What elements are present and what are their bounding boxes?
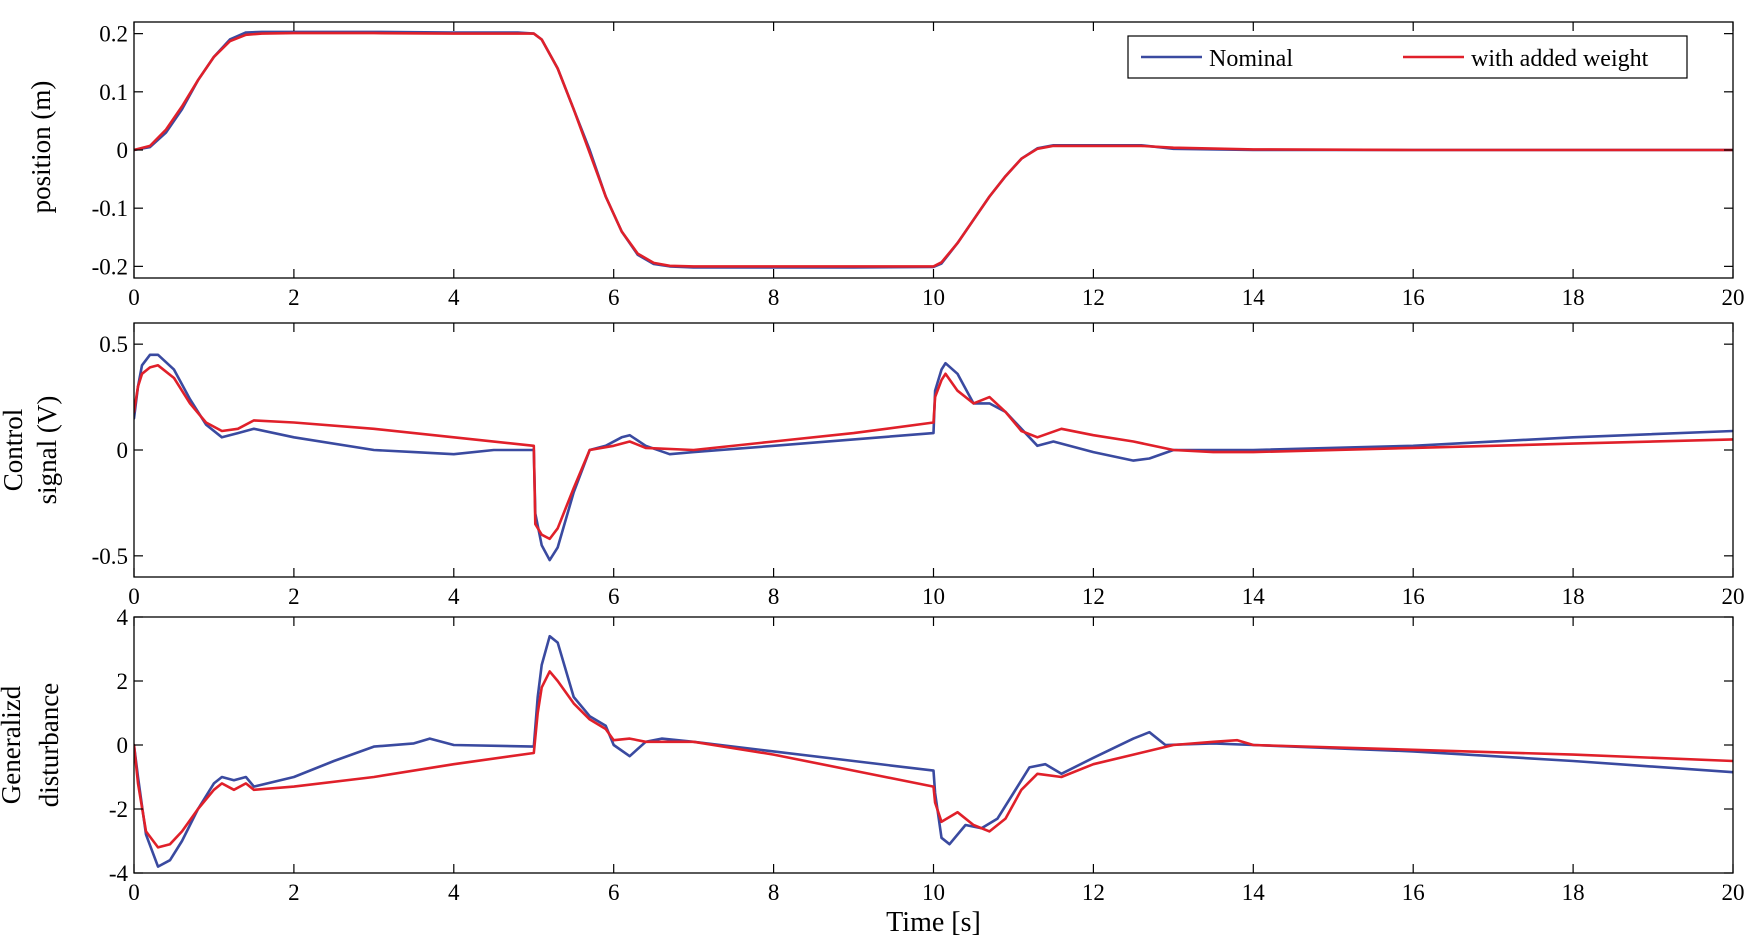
x-tick-label: 6: [608, 584, 620, 609]
disturbance-panel: 0 2 4 6 8 10 12 14 16 18 20 -4 -2 0 2 4 Generalizd distur…: [0, 605, 1745, 938]
x-tick-label: 4: [448, 584, 460, 609]
x-tick-label: 16: [1402, 285, 1425, 310]
x-tick-label: 0: [128, 880, 140, 905]
y-axis-label: disturbance: [34, 683, 64, 807]
x-tick-label: 20: [1722, 584, 1745, 609]
series-line-added-weight: [134, 363, 1733, 541]
x-tick-label: 18: [1562, 880, 1585, 905]
x-tick-label: 14: [1242, 880, 1266, 905]
y-tick-label: 0: [117, 733, 129, 758]
x-tick-label: 12: [1082, 285, 1105, 310]
y-tick-label: -0.1: [92, 196, 128, 221]
y-tick-label: 0.1: [99, 80, 128, 105]
y-tick-label: -4: [109, 861, 129, 886]
x-tick-label: 12: [1082, 880, 1105, 905]
x-tick-label: 2: [288, 584, 300, 609]
x-tick-label: 10: [922, 880, 945, 905]
x-tick-label: 10: [922, 584, 945, 609]
x-tick-label: 14: [1242, 285, 1266, 310]
series-line-nominal: [134, 634, 1733, 868]
x-tick-label: 10: [922, 285, 945, 310]
x-axis-label: Time [s]: [886, 907, 981, 938]
y-tick-label: -0.2: [92, 254, 128, 279]
x-tick-label: 16: [1402, 880, 1425, 905]
legend: Nominal with added weight: [1127, 35, 1688, 79]
x-tick-label: 6: [608, 285, 620, 310]
y-tick-label: 4: [117, 605, 129, 630]
y-axis-label: position (m): [26, 81, 56, 214]
x-tick-label: 0: [128, 285, 140, 310]
x-tick-label: 8: [768, 285, 780, 310]
y-axis-label: signal (V): [32, 396, 62, 505]
series-line-added-weight: [134, 31, 1733, 268]
x-tick-label: 18: [1562, 285, 1585, 310]
x-tick-label: 4: [448, 880, 460, 905]
y-tick-label: 0: [117, 138, 129, 163]
x-tick-label: 12: [1082, 584, 1105, 609]
axes-frame: [133, 616, 1734, 874]
y-axis-label: Control: [0, 409, 28, 492]
y-tick-label: -0.5: [92, 544, 128, 569]
y-tick-label: 0.5: [99, 332, 128, 357]
x-tick-label: 0: [128, 584, 140, 609]
legend-label: Nominal: [1209, 46, 1293, 72]
position-panel: 0 2 4 6 8 10 12 14 16 18 20 -0.2 -0.1 0 0.1 0.2 position…: [26, 21, 1745, 310]
y-tick-label: 2: [117, 669, 129, 694]
y-tick-label: -2: [109, 797, 128, 822]
x-tick-label: 8: [768, 880, 780, 905]
series-line-nominal: [134, 353, 1733, 562]
x-tick-label: 2: [288, 880, 300, 905]
x-tick-label: 2: [288, 285, 300, 310]
y-axis-label: Generalizd: [0, 685, 26, 804]
x-tick-label: 18: [1562, 584, 1585, 609]
x-tick-label: 6: [608, 880, 620, 905]
y-tick-label: 0: [117, 438, 129, 463]
x-tick-label: 20: [1722, 880, 1745, 905]
x-tick-label: 14: [1242, 584, 1266, 609]
y-tick-label: 0.2: [99, 22, 128, 47]
x-tick-label: 20: [1722, 285, 1745, 310]
x-tick-label: 16: [1402, 584, 1425, 609]
series-line-added-weight: [134, 670, 1733, 849]
x-tick-label: 4: [448, 285, 460, 310]
x-tick-label: 8: [768, 584, 780, 609]
legend-label: with added weight: [1471, 46, 1649, 72]
